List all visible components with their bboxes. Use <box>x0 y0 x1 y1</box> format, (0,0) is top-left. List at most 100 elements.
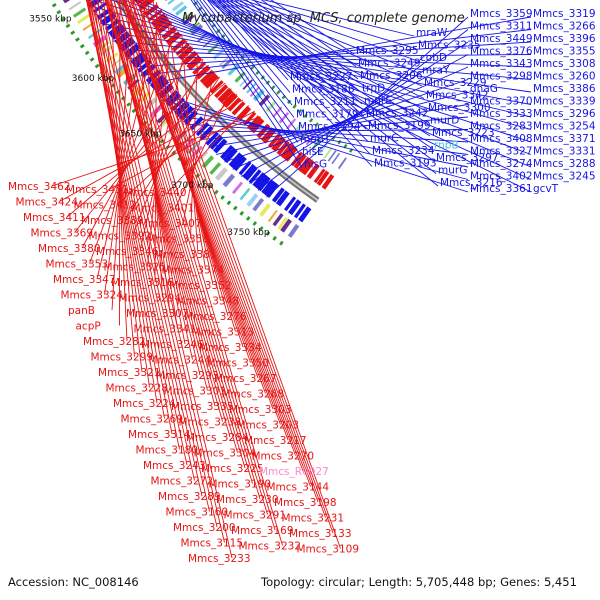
forward-gene-label[interactable]: Mmcs_3235 <box>418 40 481 52</box>
forward-gene-label[interactable]: Mmcs_3327 <box>470 146 533 158</box>
reverse-gene-label[interactable]: Mmcs_3321 <box>98 367 161 379</box>
reverse-gene-label[interactable]: Mmcs_3301 <box>164 386 227 398</box>
reverse-gene-label[interactable]: Mmcs_3401 <box>132 203 195 215</box>
reverse-gene-label[interactable]: panB <box>68 305 95 317</box>
reverse-gene-label[interactable]: Mmcs_3407 <box>139 218 202 230</box>
reverse-gene-label[interactable]: Mmcs_3346 <box>96 246 159 258</box>
reverse-gene-label[interactable]: Mmcs_3282 <box>83 336 146 348</box>
reverse-gene-label[interactable]: Mmcs_3144 <box>267 482 330 494</box>
forward-gene-label[interactable]: Mmcs_3227 <box>290 71 353 83</box>
reverse-gene-label[interactable]: Mmcs_3389 <box>81 215 144 227</box>
forward-gene-label[interactable]: Mmcs_3333 <box>470 108 533 120</box>
forward-gene-label[interactable]: Mmcs_3376 <box>470 46 533 58</box>
reverse-gene-label[interactable]: Mmcs_3341 <box>134 324 197 336</box>
forward-gene-label[interactable]: Mmcs_3206 <box>360 70 423 82</box>
forward-gene-label[interactable]: mraY <box>422 65 450 77</box>
reverse-gene-label[interactable]: Mmcs_3334 <box>199 342 262 354</box>
reverse-gene-label[interactable]: Mmcs_3276 <box>184 311 247 323</box>
reverse-gene-label[interactable]: Mmcs_3462 <box>8 181 71 193</box>
forward-gene-label[interactable]: Mmcs_3186 <box>292 84 355 96</box>
reverse-gene-label[interactable]: Mmcs_3294 <box>119 293 182 305</box>
reverse-gene-label[interactable]: Mmcs_3269 <box>121 414 184 426</box>
forward-gene-label[interactable]: hisE <box>302 146 324 158</box>
forward-gene-label[interactable]: cobD <box>420 52 447 64</box>
forward-gene-label[interactable]: Mmcs_3199 <box>368 120 431 132</box>
reverse-gene-label[interactable]: Mmcs_3169 <box>231 525 294 537</box>
reverse-gene-label[interactable]: Mmcs_3304 <box>194 448 257 460</box>
forward-gene-label[interactable]: Mmcs_3300 <box>428 102 491 114</box>
reverse-gene-label[interactable]: Mmcs_3293 <box>156 370 219 382</box>
reverse-gene-label[interactable]: Mmcs_3243 <box>143 460 206 472</box>
forward-gene-label[interactable]: Mmcs_3283 <box>470 121 533 133</box>
reverse-gene-label[interactable]: Mmcs_3411 <box>23 212 86 224</box>
reverse-gene-label[interactable]: Mmcs_3231 <box>282 513 345 525</box>
forward-gene-label[interactable]: Mmcs_3297 <box>436 152 499 164</box>
forward-gene-label[interactable]: Mmcs_3234 <box>372 145 435 157</box>
reverse-gene-label[interactable]: Mmcs_3230 <box>216 494 279 506</box>
forward-gene-label[interactable]: rnpB <box>434 140 459 152</box>
forward-gene-label[interactable]: Mmcs_3371 <box>533 133 596 145</box>
forward-gene-label[interactable]: Mmcs_3260 <box>533 71 596 83</box>
reverse-gene-label[interactable]: Mmcs_3270 <box>252 451 315 463</box>
reverse-gene-label[interactable]: Mmcs_3412 <box>74 200 137 212</box>
forward-gene-label[interactable]: Mmcs_3229 <box>424 77 487 89</box>
reverse-gene-label[interactable]: Mmcs_3289 <box>158 491 221 503</box>
reverse-gene-label[interactable]: acpP <box>76 321 101 333</box>
forward-gene-label[interactable]: Mmcs_3355 <box>533 46 596 58</box>
reverse-gene-label[interactable]: Mmcs_3451 <box>66 184 129 196</box>
reverse-gene-label[interactable]: Mmcs_3335 <box>171 401 234 413</box>
reverse-gene-label[interactable]: Mmcs_3244 <box>149 355 212 367</box>
reverse-gene-label[interactable]: Mmcs_3238 <box>179 417 242 429</box>
reverse-gene-label[interactable]: Mmcs_3115 <box>181 538 244 550</box>
forward-gene-label[interactable]: Mmcs_3311 <box>470 21 533 33</box>
forward-gene-label[interactable]: Mmcs_3194 <box>298 121 361 133</box>
forward-gene-label[interactable]: Mmcs_3254 <box>533 121 596 133</box>
forward-gene-label[interactable]: Mmcs_3298 <box>470 71 533 83</box>
forward-gene-label[interactable]: Mmcs_3295 <box>356 45 419 57</box>
reverse-gene-label[interactable]: Mmcs_3109 <box>297 544 360 556</box>
reverse-gene-label[interactable]: Mmcs_3352 <box>169 280 232 292</box>
reverse-gene-label[interactable]: Mmcs_3347 <box>53 274 116 286</box>
forward-gene-label[interactable]: murG <box>438 165 467 177</box>
reverse-gene-label[interactable]: Mmcs_3200 <box>173 522 236 534</box>
forward-gene-label[interactable]: dnaG <box>470 83 498 95</box>
forward-gene-label[interactable]: Mmcs_3370 <box>470 96 533 108</box>
reverse-gene-label[interactable]: Mmcs_3190 <box>209 479 272 491</box>
forward-gene-label[interactable]: Mmcs_3343 <box>470 58 533 70</box>
reverse-gene-label[interactable]: Mmcs_3133 <box>289 528 352 540</box>
forward-gene-label[interactable]: Mmcs_3386 <box>533 83 596 95</box>
reverse-gene-label[interactable]: Mmcs_3348 <box>177 296 240 308</box>
reverse-gene-label[interactable]: Mmcs_3268 <box>222 389 285 401</box>
reverse-gene-label[interactable]: Mmcs_3353 <box>46 259 109 271</box>
reverse-gene-label[interactable]: Mmcs_3440 <box>124 187 187 199</box>
forward-gene-label[interactable]: Mmcs_3449 <box>470 33 533 45</box>
reverse-gene-label[interactable]: Mmcs_3232 <box>239 541 302 553</box>
reverse-gene-label[interactable]: Mmcs_R0027 <box>259 466 329 478</box>
reverse-gene-label[interactable]: Mmcs_3160 <box>166 507 229 519</box>
forward-gene-label[interactable]: gcvT <box>533 183 559 195</box>
forward-gene-label[interactable]: Mmcs_3245 <box>533 171 596 183</box>
reverse-gene-label[interactable]: Mmcs_3381 <box>154 249 217 261</box>
forward-gene-label[interactable]: hisG <box>304 159 327 171</box>
reverse-gene-label[interactable]: Mmcs_3313 <box>192 327 255 339</box>
forward-gene-label[interactable]: trpD <box>362 83 385 95</box>
reverse-gene-label[interactable]: Mmcs_3291 <box>224 510 287 522</box>
forward-gene-label[interactable]: Mmcs_3296 <box>533 108 596 120</box>
forward-gene-label[interactable]: Mmcs_3342 <box>426 90 489 102</box>
reverse-gene-label[interactable]: Mmcs_3299 <box>91 352 154 364</box>
reverse-gene-label[interactable]: Mmcs_3217 <box>244 435 307 447</box>
forward-gene-label[interactable]: Mmcs_3331 <box>533 146 596 158</box>
reverse-gene-label[interactable]: Mmcs_3358 <box>147 234 210 246</box>
reverse-gene-label[interactable]: Mmcs_3272 <box>151 476 214 488</box>
reverse-gene-label[interactable]: Mmcs_3284 <box>186 432 249 444</box>
forward-gene-label[interactable]: mraW <box>416 27 448 39</box>
forward-gene-label[interactable]: Mmcs_3359 <box>470 8 533 20</box>
forward-gene-label[interactable]: murE <box>364 95 392 107</box>
reverse-gene-label[interactable]: Mmcs_3225 <box>201 463 264 475</box>
forward-gene-label[interactable]: Mmcs_3242 <box>366 108 429 120</box>
forward-gene-label[interactable]: Mmcs_3396 <box>533 33 596 45</box>
forward-gene-label[interactable]: Mmcs_3223 <box>432 127 495 139</box>
forward-gene-label[interactable]: Mmcs_3249 <box>358 58 421 70</box>
forward-gene-label[interactable]: Mmcs_3266 <box>533 21 596 33</box>
reverse-gene-label[interactable]: Mmcs_3233 <box>188 553 251 565</box>
